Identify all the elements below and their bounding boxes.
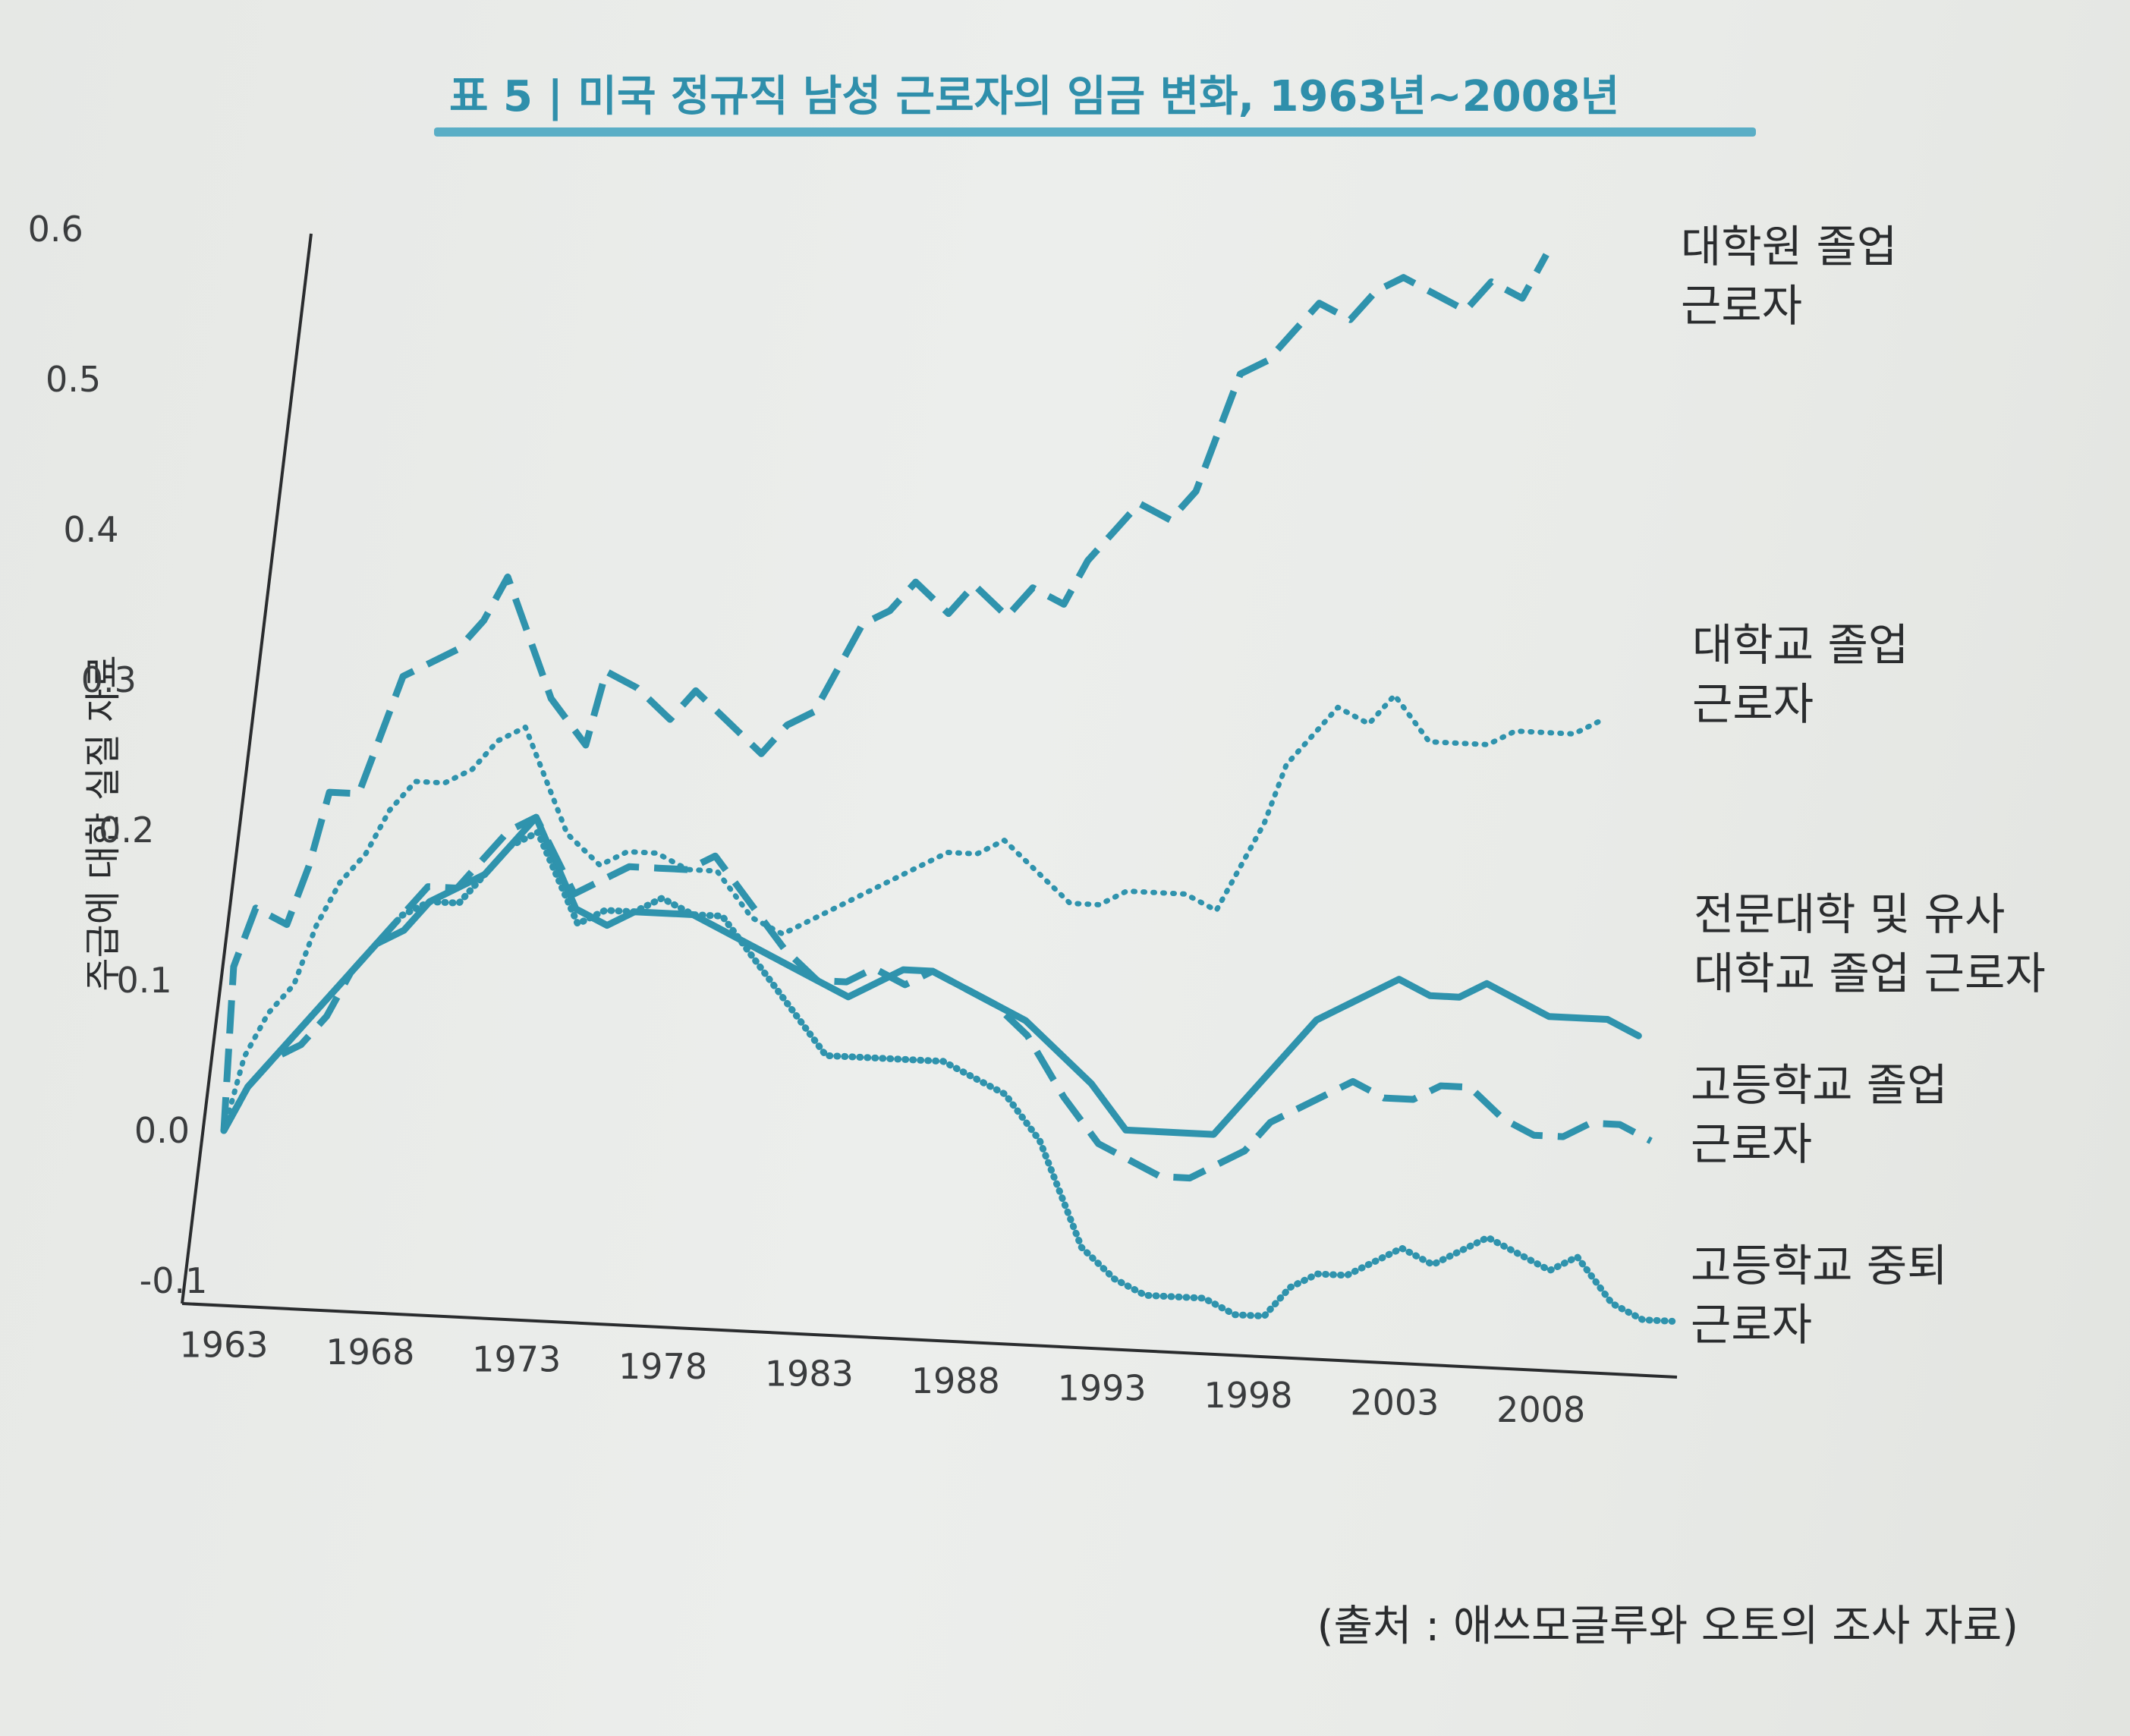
y-tick-label: 0.4 bbox=[63, 509, 118, 550]
series-line-3 bbox=[220, 813, 1642, 1138]
x-tick-labels: 1963 1968 1973 1978 1983 1988 1993 1998 2003 2008 bbox=[179, 1325, 1585, 1430]
x-tick-label: 1973 bbox=[472, 1339, 561, 1380]
series-label-5: 고등학교 중퇴 bbox=[1691, 1240, 1948, 1291]
series-label-2: 대학교 졸업 bbox=[1692, 619, 1908, 671]
series-line-2 bbox=[221, 692, 1604, 1134]
x-tick-label: 1968 bbox=[326, 1332, 414, 1373]
x-tick-label: 1988 bbox=[911, 1360, 1000, 1401]
y-tick-label: 0.3 bbox=[81, 659, 137, 700]
x-tick-label: 1978 bbox=[618, 1346, 707, 1387]
series-line-5 bbox=[220, 829, 1676, 1325]
x-tick-label: 1998 bbox=[1203, 1375, 1292, 1416]
series-label-4: 근로자 bbox=[1691, 1118, 1812, 1170]
x-tick-label: 1983 bbox=[765, 1354, 854, 1395]
title-underline bbox=[434, 127, 1756, 137]
series-line-1 bbox=[220, 253, 1550, 1131]
y-tick-label: 0.1 bbox=[116, 960, 171, 1001]
series-label-3: 전문대학 및 유사 bbox=[1694, 888, 2005, 940]
y-tick-label: 0.2 bbox=[99, 810, 154, 851]
series-label-5: 근로자 bbox=[1691, 1299, 1812, 1351]
x-tick-label: 2008 bbox=[1496, 1389, 1585, 1430]
y-tick-label: 0.5 bbox=[46, 359, 101, 400]
y-tick-labels: 0.6 0.5 0.4 0.3 0.2 0.1 0.0 -0.1 bbox=[28, 209, 208, 1301]
series-label-1: 대학원 졸업 bbox=[1681, 221, 1897, 272]
y-axis-label: 주급에 대한 실질 자료 bbox=[82, 655, 124, 991]
series-line-4 bbox=[221, 813, 1653, 1182]
x-axis-line bbox=[181, 1302, 1678, 1379]
source-note: (출처 : 애쓰모글루와 오토의 조사 자료) bbox=[1317, 1602, 2018, 1651]
y-axis-line bbox=[181, 233, 313, 1304]
series-lines bbox=[220, 253, 1676, 1325]
x-tick-label: 1963 bbox=[179, 1325, 268, 1366]
y-tick-label: -0.1 bbox=[140, 1260, 208, 1301]
series-label-3: 대학교 졸업 근로자 bbox=[1694, 948, 2046, 999]
x-tick-label: 1993 bbox=[1058, 1368, 1147, 1409]
y-tick-label: 0.6 bbox=[28, 209, 83, 250]
series-label-1: 근로자 bbox=[1681, 280, 1802, 332]
chart-title: 표 5 | 미국 정규직 남성 근로자의 임금 변화, 1963년~2008년 bbox=[449, 72, 1619, 121]
y-tick-label: 0.0 bbox=[134, 1110, 190, 1151]
x-tick-label: 2003 bbox=[1350, 1382, 1439, 1423]
series-label-2: 근로자 bbox=[1692, 678, 1814, 730]
series-label-4: 고등학교 졸업 bbox=[1691, 1059, 1948, 1111]
